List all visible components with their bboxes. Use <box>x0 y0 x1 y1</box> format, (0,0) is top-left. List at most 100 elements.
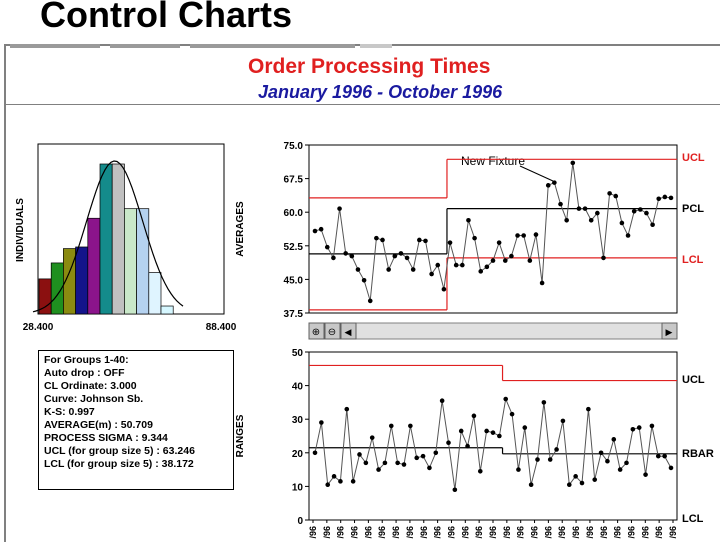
ranges-ylabel: RANGES <box>235 414 246 457</box>
data-point <box>343 251 348 256</box>
data-point <box>656 196 662 202</box>
y-tick-label: 20 <box>292 449 304 460</box>
averages-ucl-label: UCL <box>682 152 705 164</box>
data-point <box>570 160 576 166</box>
data-point <box>566 482 572 488</box>
data-point <box>447 240 453 245</box>
toolbar-strip <box>110 44 180 48</box>
x-tick-label: /96 <box>322 526 332 539</box>
x-tick-label: /96 <box>585 526 595 539</box>
x-tick-label: /96 <box>488 526 498 539</box>
data-point <box>427 465 432 471</box>
scroll-right-button[interactable] <box>661 322 678 340</box>
x-tick-label: /96 <box>668 526 678 539</box>
data-point <box>619 220 625 226</box>
data-point <box>516 467 521 472</box>
histogram-bar <box>136 208 150 315</box>
y-tick-label: 0 <box>297 516 303 527</box>
data-point <box>650 222 655 228</box>
data-point <box>484 264 490 270</box>
data-point <box>558 201 563 207</box>
data-point <box>521 233 526 238</box>
data-point <box>458 428 464 434</box>
data-point <box>388 423 394 429</box>
toolbar-strip <box>10 44 100 48</box>
y-tick-label: 37.5 <box>284 309 304 320</box>
y-tick-label: 52.5 <box>284 242 304 253</box>
chart-scrollbar[interactable] <box>308 322 678 340</box>
toolbar-strip <box>360 44 392 48</box>
data-point <box>579 480 585 486</box>
header-divider <box>6 104 720 105</box>
data-point <box>408 423 413 429</box>
data-point <box>382 460 388 466</box>
stat-line: For Groups 1-40: <box>44 354 129 366</box>
zoom-in-button[interactable] <box>308 322 325 340</box>
x-tick-label: /96 <box>433 526 443 539</box>
data-point <box>355 267 361 272</box>
data-point <box>478 269 484 274</box>
data-point <box>386 267 391 272</box>
x-tick-label: /96 <box>654 526 664 539</box>
data-point <box>404 255 410 261</box>
data-point <box>638 207 643 212</box>
y-tick-label: 30 <box>292 415 304 426</box>
x-tick-label: /96 <box>599 526 609 539</box>
zoom-out-button[interactable] <box>324 322 341 340</box>
data-point <box>643 472 648 477</box>
histogram-bar <box>160 305 174 315</box>
zoom-in-icon: ⊕ <box>312 327 320 338</box>
data-point <box>649 423 655 429</box>
data-point <box>662 453 667 459</box>
slide-title: Control Charts <box>40 0 292 35</box>
ranges-lcl-label: LCL <box>682 513 704 525</box>
data-point <box>586 406 591 412</box>
data-point <box>312 450 318 456</box>
scroll-left-button[interactable] <box>340 322 357 340</box>
data-point <box>484 428 489 434</box>
histogram-bar <box>75 246 89 315</box>
data-point <box>410 267 416 272</box>
data-point <box>539 280 545 286</box>
data-point <box>466 217 471 223</box>
fitted-curve <box>32 160 184 313</box>
data-point <box>490 258 496 263</box>
ranges-rbar-label: RBAR <box>682 448 714 460</box>
new-fixture-annotation: New Fixture <box>461 154 525 168</box>
histogram-ylabel: INDIVIDUALS <box>15 198 26 262</box>
x-tick-label: /96 <box>336 526 346 539</box>
data-point <box>324 244 330 250</box>
data-point <box>592 477 598 482</box>
stat-line: Auto drop : OFF <box>44 367 125 379</box>
data-point <box>441 286 447 292</box>
data-point <box>472 235 477 241</box>
data-point <box>528 482 534 488</box>
data-point <box>598 450 604 456</box>
data-point <box>630 426 636 432</box>
data-point <box>331 474 337 479</box>
data-point <box>414 455 420 461</box>
x-tick-label: /96 <box>377 526 387 539</box>
data-point <box>554 447 559 452</box>
data-point <box>509 411 515 417</box>
data-point <box>564 217 569 223</box>
x-tick-label: /96 <box>308 526 318 539</box>
data-point <box>547 457 553 462</box>
data-point <box>533 232 539 237</box>
stat-line: LCL (for group size 5) : 38.172 <box>44 458 194 470</box>
chart-subtitle: January 1996 - October 1996 <box>258 82 503 102</box>
data-point <box>319 420 324 425</box>
stat-line: CL Ordinate: 3.000 <box>44 380 137 392</box>
x-tick-label: /96 <box>350 526 360 539</box>
data-point <box>344 406 350 412</box>
data-point <box>429 271 434 277</box>
x-tick-label: /96 <box>613 526 623 539</box>
x-tick-label: /96 <box>640 526 650 539</box>
data-point <box>655 453 661 459</box>
x-tick-label: /96 <box>446 526 456 539</box>
data-point <box>395 460 400 466</box>
averages-chart: AVERAGES New Fixture UCL PCL LCL ⊕ ⊖ ◀ ▶… <box>235 141 705 340</box>
data-point <box>361 277 367 283</box>
data-point <box>338 479 343 484</box>
data-point <box>668 195 674 201</box>
